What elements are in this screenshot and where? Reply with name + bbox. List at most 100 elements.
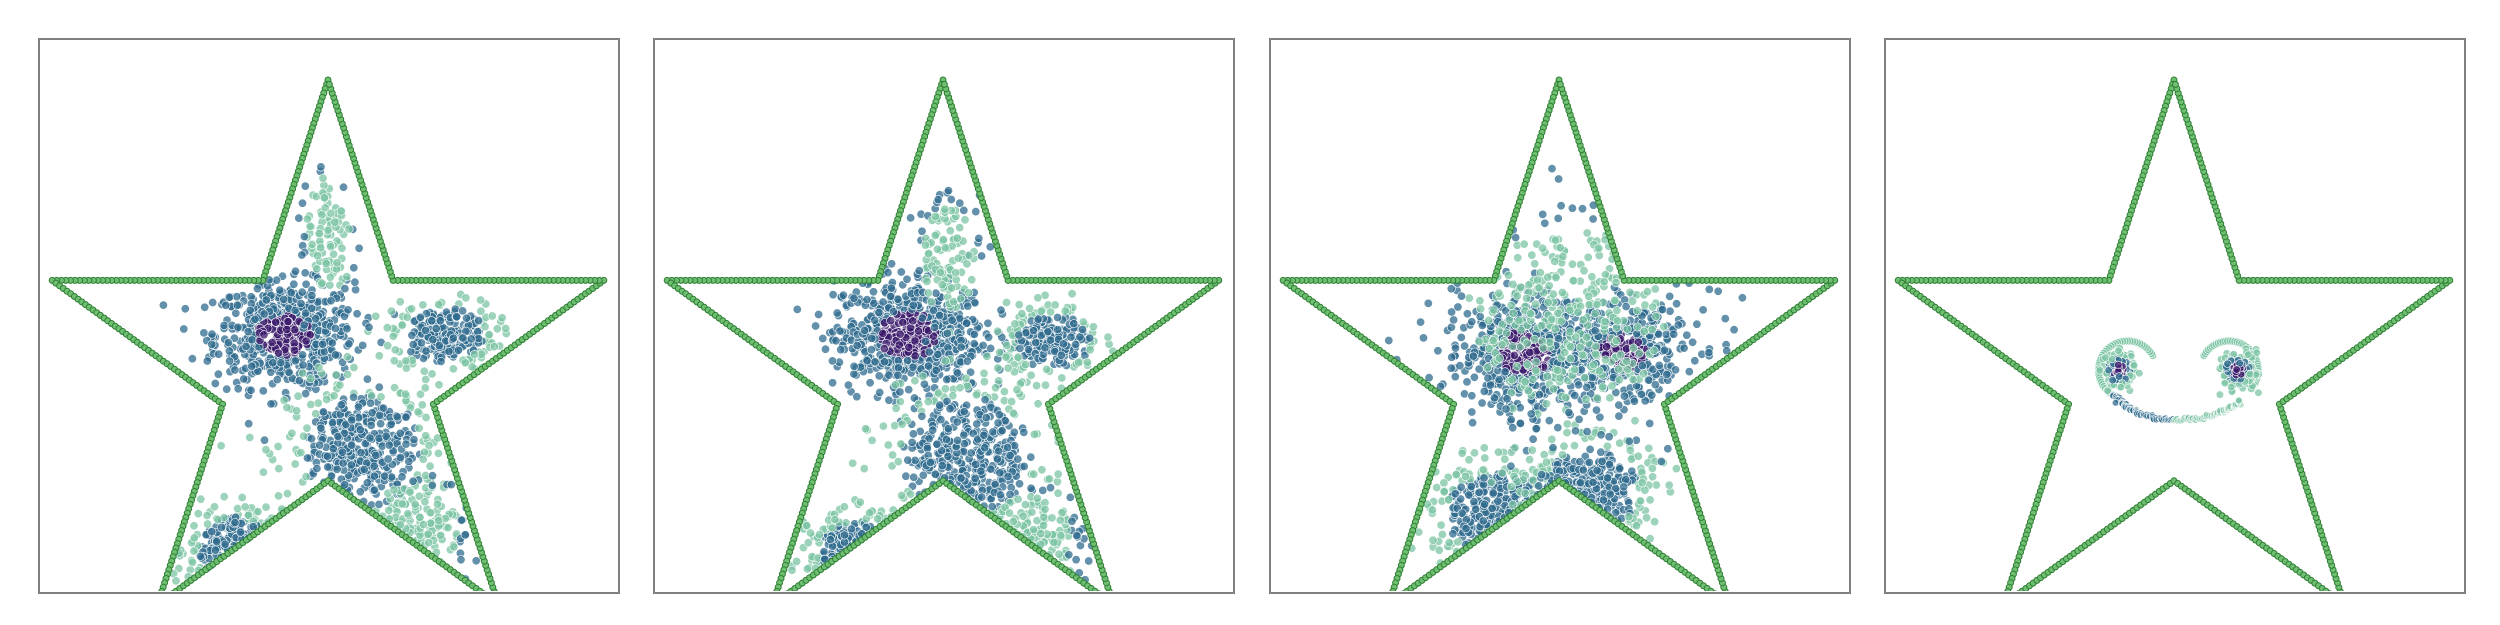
data-point — [328, 444, 338, 454]
data-point — [180, 304, 190, 314]
data-point — [371, 450, 381, 460]
data-point — [158, 300, 168, 310]
data-point — [917, 313, 927, 323]
data-point — [1056, 530, 1066, 540]
data-point — [1544, 416, 1554, 426]
data-point — [855, 497, 865, 507]
data-point — [461, 293, 471, 303]
data-point — [1014, 479, 1024, 489]
data-point — [311, 409, 321, 419]
data-point — [1460, 341, 1470, 351]
data-point — [418, 454, 428, 464]
data-point — [979, 368, 989, 378]
data-point — [923, 397, 933, 407]
data-point — [326, 296, 336, 306]
data-point — [321, 259, 331, 269]
data-point — [993, 326, 1003, 336]
data-point — [392, 412, 402, 422]
data-point — [291, 266, 301, 276]
data-point — [461, 313, 471, 323]
data-point — [427, 480, 437, 490]
data-point — [1010, 319, 1020, 329]
data-point — [1008, 408, 1018, 418]
data-point — [956, 342, 966, 352]
data-point — [917, 411, 927, 421]
data-point — [434, 340, 444, 350]
scatter-plot-3 — [1279, 76, 1839, 591]
data-point — [802, 564, 812, 574]
data-point — [401, 389, 411, 399]
data-point — [959, 407, 969, 417]
data-point — [942, 328, 952, 338]
data-point — [232, 292, 242, 302]
data-point — [988, 427, 998, 437]
data-point — [298, 368, 308, 378]
data-point — [250, 314, 260, 324]
data-point — [208, 297, 218, 307]
data-point — [343, 369, 353, 379]
data-point — [342, 272, 352, 282]
data-point — [966, 448, 976, 458]
data-point — [1074, 357, 1084, 367]
data-point — [1013, 352, 1023, 362]
data-point — [934, 388, 944, 398]
data-point — [1029, 525, 1039, 535]
data-point — [347, 440, 357, 450]
data-point — [924, 249, 934, 259]
data-point — [987, 502, 997, 512]
data-point — [290, 345, 300, 355]
data-point — [344, 224, 354, 234]
data-point — [338, 458, 348, 468]
data-point — [906, 213, 916, 223]
data-point — [458, 333, 468, 343]
data-point — [875, 387, 885, 397]
data-point — [244, 510, 254, 520]
data-point — [212, 537, 222, 547]
data-point — [963, 301, 973, 311]
data-point — [828, 356, 838, 366]
data-point — [312, 251, 322, 261]
data-point — [908, 300, 918, 310]
data-point — [375, 410, 385, 420]
data-point — [253, 284, 263, 294]
data-point — [408, 476, 418, 486]
data-point — [434, 380, 444, 390]
data-point — [906, 489, 916, 499]
data-point — [237, 492, 247, 502]
data-point — [835, 326, 845, 336]
data-point — [933, 349, 943, 359]
data-point — [448, 364, 458, 374]
star-outline-point — [1091, 587, 1099, 591]
data-point — [376, 419, 386, 429]
data-point — [1057, 373, 1067, 383]
data-point — [818, 333, 828, 343]
data-point — [342, 324, 352, 334]
data-point — [983, 318, 993, 328]
data-point — [296, 298, 306, 308]
data-point — [979, 377, 989, 387]
data-point — [330, 217, 340, 227]
data-point — [867, 435, 877, 445]
data-point — [326, 208, 336, 218]
data-point — [213, 369, 223, 379]
data-point — [956, 473, 966, 483]
data-point — [1050, 300, 1060, 310]
data-point — [1042, 364, 1052, 374]
data-point — [401, 412, 411, 422]
data-point — [307, 291, 317, 301]
data-point — [836, 345, 846, 355]
data-point — [883, 268, 893, 278]
data-point — [188, 557, 198, 567]
data-point — [1088, 322, 1098, 332]
data-point — [297, 287, 307, 297]
data-point — [1065, 492, 1075, 502]
data-point — [980, 395, 990, 405]
data-point — [332, 464, 342, 474]
data-point — [383, 341, 393, 351]
data-point — [964, 288, 974, 298]
data-point — [945, 226, 955, 236]
data-point — [1084, 556, 1094, 566]
data-point — [865, 378, 875, 388]
data-point — [317, 278, 327, 288]
data-point — [323, 462, 333, 472]
